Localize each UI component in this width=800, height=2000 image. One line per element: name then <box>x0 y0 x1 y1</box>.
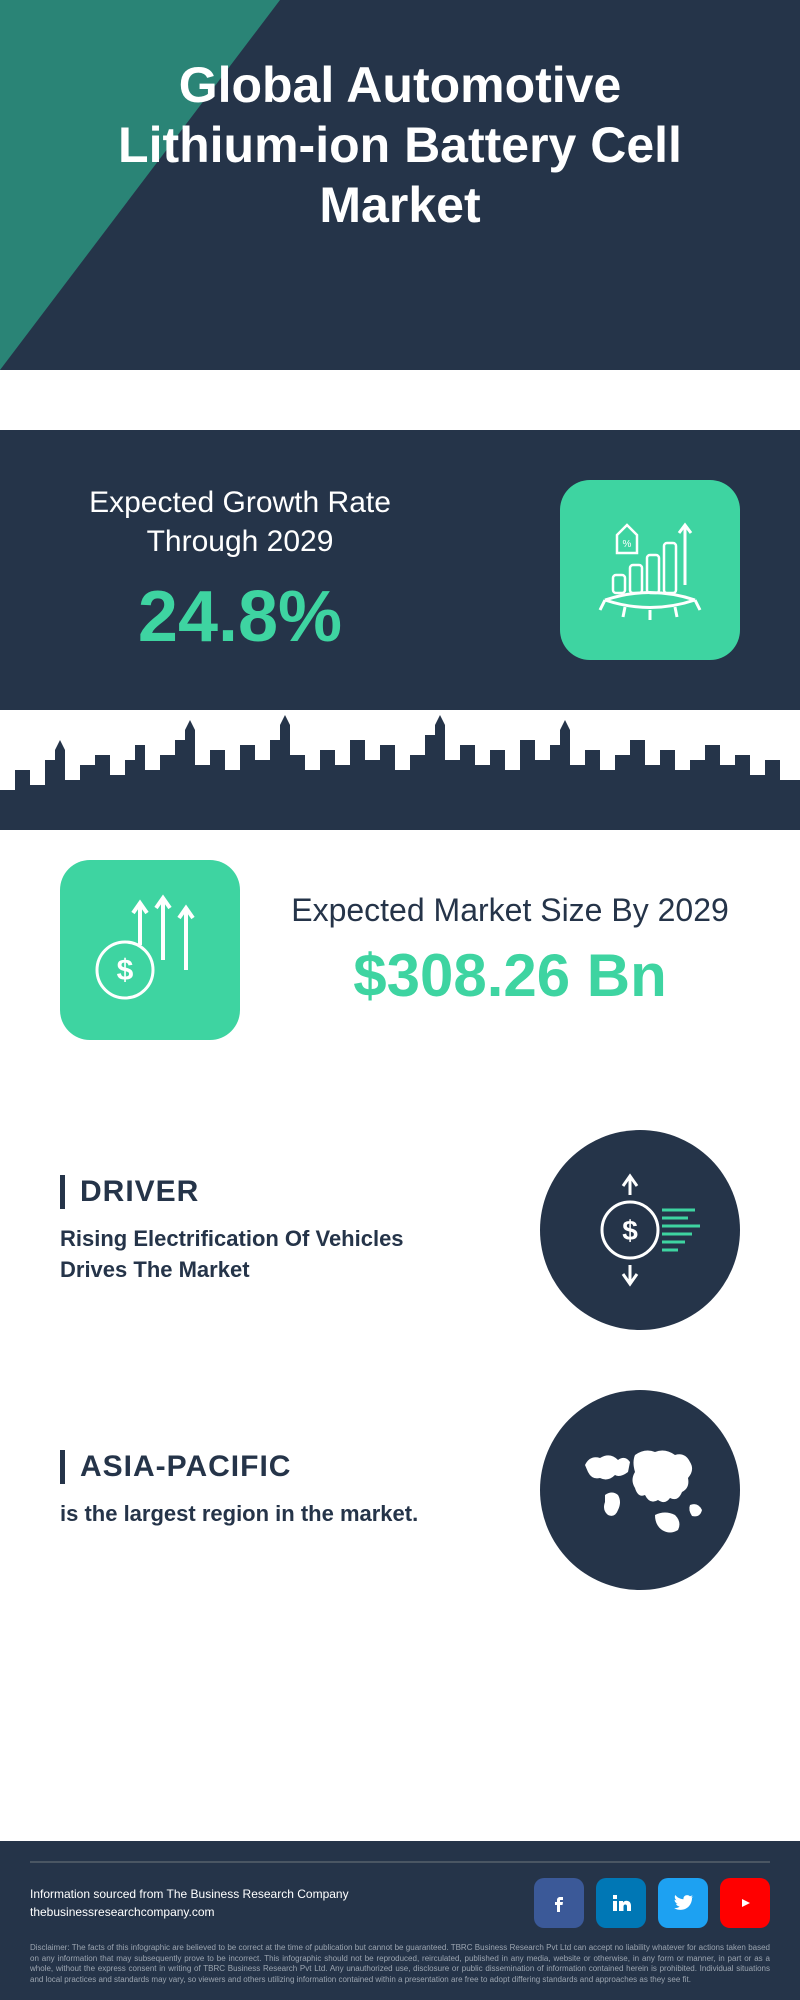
social-icons-row <box>534 1878 770 1928</box>
growth-rate-section: Expected Growth Rate Through 2029 24.8% … <box>0 430 800 710</box>
footer-top-row: Information sourced from The Business Re… <box>30 1861 770 1928</box>
market-size-value: $308.26 Bn <box>280 941 740 1010</box>
footer-source-text: Information sourced from The Business Re… <box>30 1885 349 1921</box>
region-section: ASIA-PACIFIC is the largest region in th… <box>0 1360 800 1620</box>
header-section: Global Automotive Lithium-ion Battery Ce… <box>0 0 800 370</box>
main-title: Global Automotive Lithium-ion Battery Ce… <box>80 55 720 235</box>
footer-section: Information sourced from The Business Re… <box>0 1841 800 2000</box>
growth-value: 24.8% <box>60 576 420 658</box>
facebook-icon[interactable] <box>534 1878 584 1928</box>
market-text-block: Expected Market Size By 2029 $308.26 Bn <box>280 890 740 1011</box>
growth-text-block: Expected Growth Rate Through 2029 24.8% <box>60 483 560 658</box>
youtube-icon[interactable] <box>720 1878 770 1928</box>
world-map-icon <box>540 1390 740 1590</box>
svg-text:%: % <box>623 539 632 550</box>
driver-heading: DRIVER <box>60 1175 510 1209</box>
growth-chart-globe-icon: % <box>560 480 740 660</box>
svg-text:$: $ <box>622 1215 638 1246</box>
growth-label: Expected Growth Rate Through 2029 <box>60 483 420 561</box>
city-skyline-decoration <box>0 710 800 830</box>
driver-text-block: DRIVER Rising Electrification Of Vehicle… <box>60 1175 510 1286</box>
exchange-dollar-icon: $ <box>540 1130 740 1330</box>
svg-text:$: $ <box>117 954 134 987</box>
region-text-block: ASIA-PACIFIC is the largest region in th… <box>60 1450 510 1530</box>
driver-section: DRIVER Rising Electrification Of Vehicle… <box>0 1100 800 1360</box>
source-line2: thebusinessresearchcompany.com <box>30 1903 349 1921</box>
source-line1: Information sourced from The Business Re… <box>30 1885 349 1903</box>
market-size-section: $ Expected Market Size By 2029 $308.26 B… <box>0 830 800 1100</box>
region-description: is the largest region in the market. <box>60 1499 440 1530</box>
region-heading: ASIA-PACIFIC <box>60 1450 510 1484</box>
market-size-label: Expected Market Size By 2029 <box>280 890 740 932</box>
dollar-arrows-icon: $ <box>60 860 240 1040</box>
spacer <box>0 370 800 430</box>
driver-description: Rising Electrification Of Vehicles Drive… <box>60 1224 440 1286</box>
linkedin-icon[interactable] <box>596 1878 646 1928</box>
twitter-icon[interactable] <box>658 1878 708 1928</box>
disclaimer-text: Disclaimer: The facts of this infographi… <box>30 1943 770 1985</box>
